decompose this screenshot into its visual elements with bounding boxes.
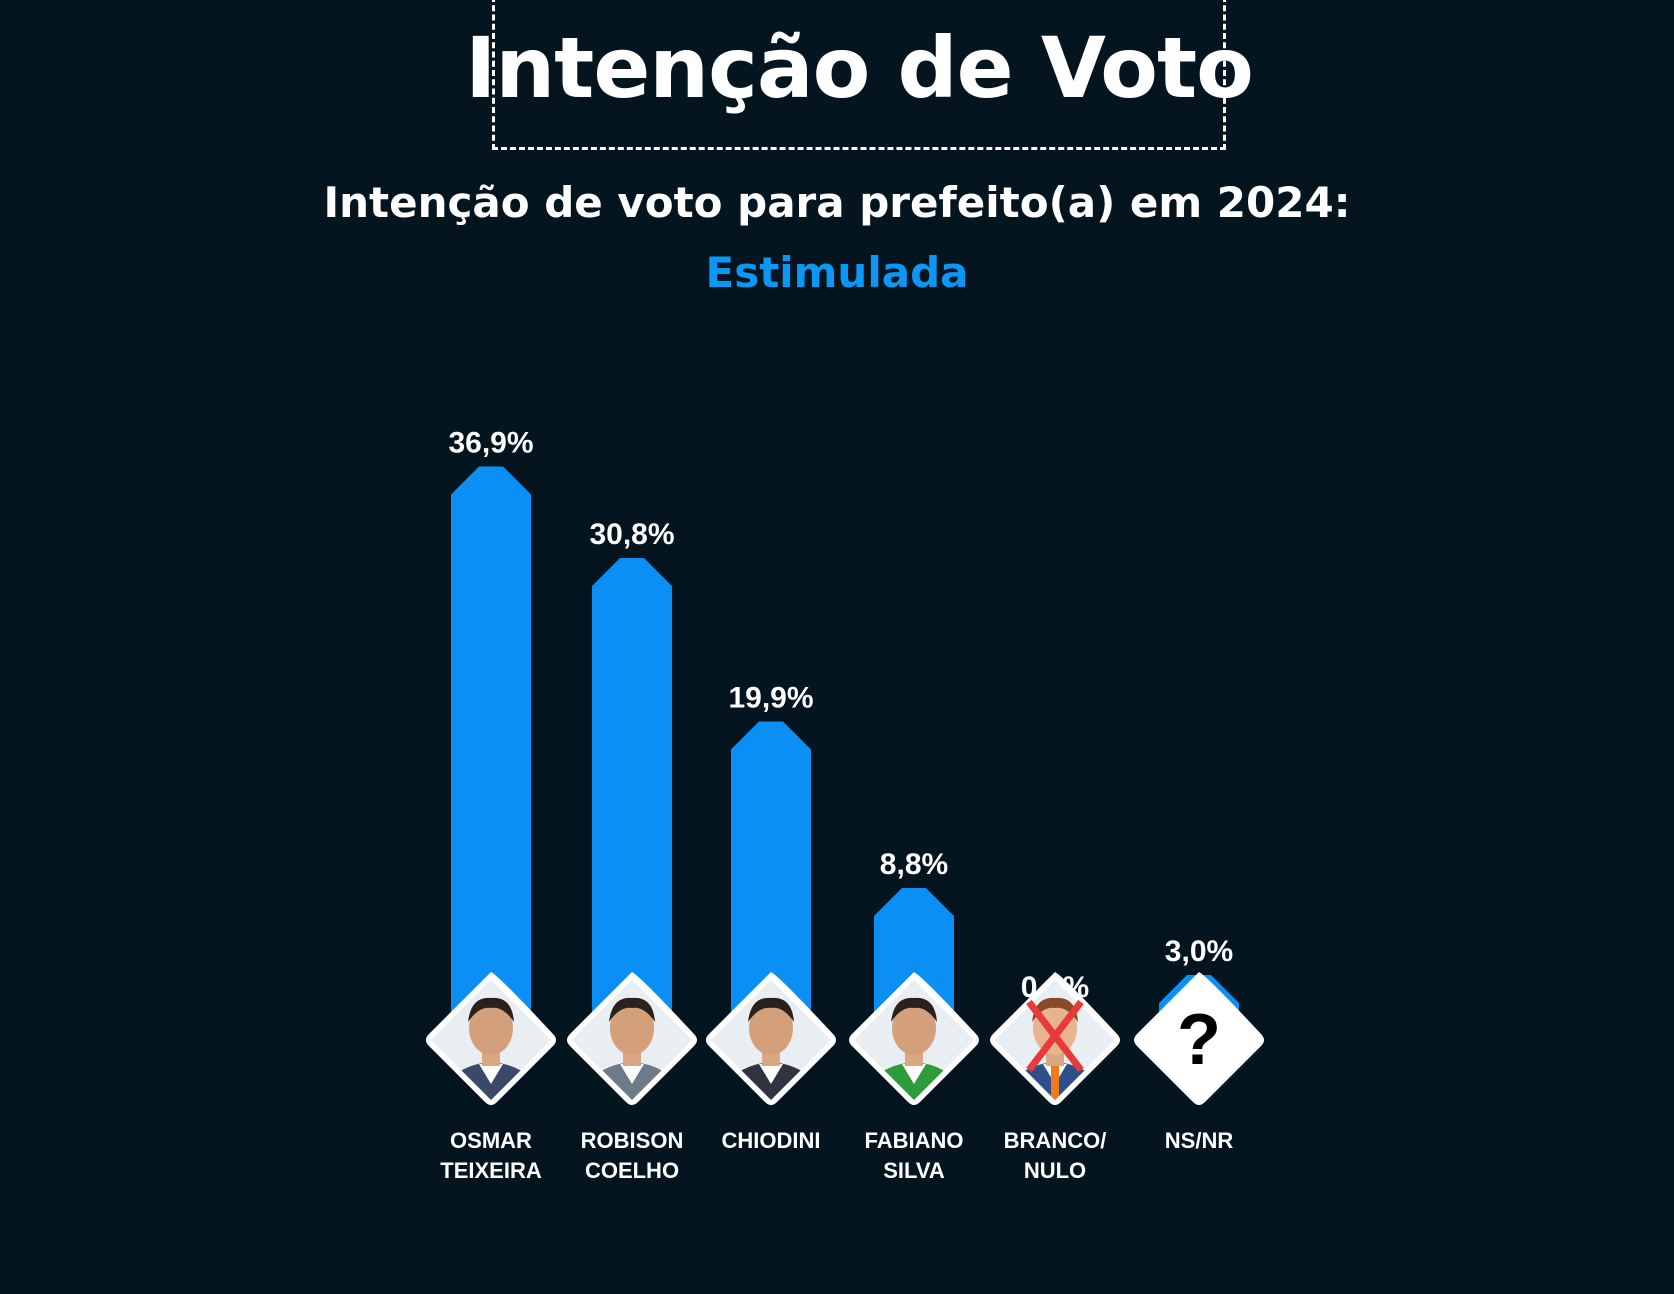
bar bbox=[592, 558, 672, 1020]
candidate-photo bbox=[572, 980, 692, 1100]
page-title: Intenção de Voto bbox=[465, 18, 1254, 117]
bar-group: 0,6%BRANCO/NULO bbox=[990, 971, 1120, 1183]
bar-group: 30,8% ROBISON COELHO bbox=[567, 518, 697, 1183]
value-label: 36,9% bbox=[448, 427, 533, 460]
badge-diamond bbox=[1134, 972, 1264, 1105]
category-label: ROBISON COELHO bbox=[581, 1128, 684, 1183]
value-label: 8,8% bbox=[880, 848, 948, 881]
bar-group: 19,9% CHIODINI bbox=[706, 682, 836, 1153]
value-label: 19,9% bbox=[728, 682, 813, 715]
category-label: CHIODINI bbox=[722, 1128, 821, 1153]
bar-group: 8,8% FABIANO SILVA bbox=[849, 848, 979, 1183]
question-icon: ? bbox=[1177, 1000, 1221, 1080]
candidate-photo bbox=[854, 980, 974, 1100]
bar bbox=[874, 888, 954, 1020]
bar-group: 3,0%? NS/NR bbox=[1134, 935, 1264, 1153]
category-label: OSMAR TEIXEIRA bbox=[440, 1128, 542, 1183]
cross-mark bbox=[1026, 999, 1084, 1073]
category-label: BRANCO/NULO bbox=[1004, 1128, 1107, 1183]
value-label: 3,0% bbox=[1165, 935, 1233, 968]
category-label: FABIANO SILVA bbox=[865, 1128, 964, 1183]
chart-subtitle: Intenção de voto para prefeito(a) em 202… bbox=[323, 178, 1351, 227]
category-label: NS/NR bbox=[1165, 1128, 1234, 1153]
bar bbox=[731, 721, 811, 1020]
value-label: 30,8% bbox=[589, 518, 674, 551]
survey-type: Estimulada bbox=[705, 248, 969, 297]
title-box: Intenção de Voto bbox=[465, 0, 1254, 150]
candidate-photo bbox=[711, 980, 831, 1100]
bar bbox=[451, 466, 531, 1020]
bar-group: 36,9% OSMAR TEIXEIRA bbox=[426, 427, 556, 1183]
candidate-photo bbox=[431, 980, 551, 1100]
